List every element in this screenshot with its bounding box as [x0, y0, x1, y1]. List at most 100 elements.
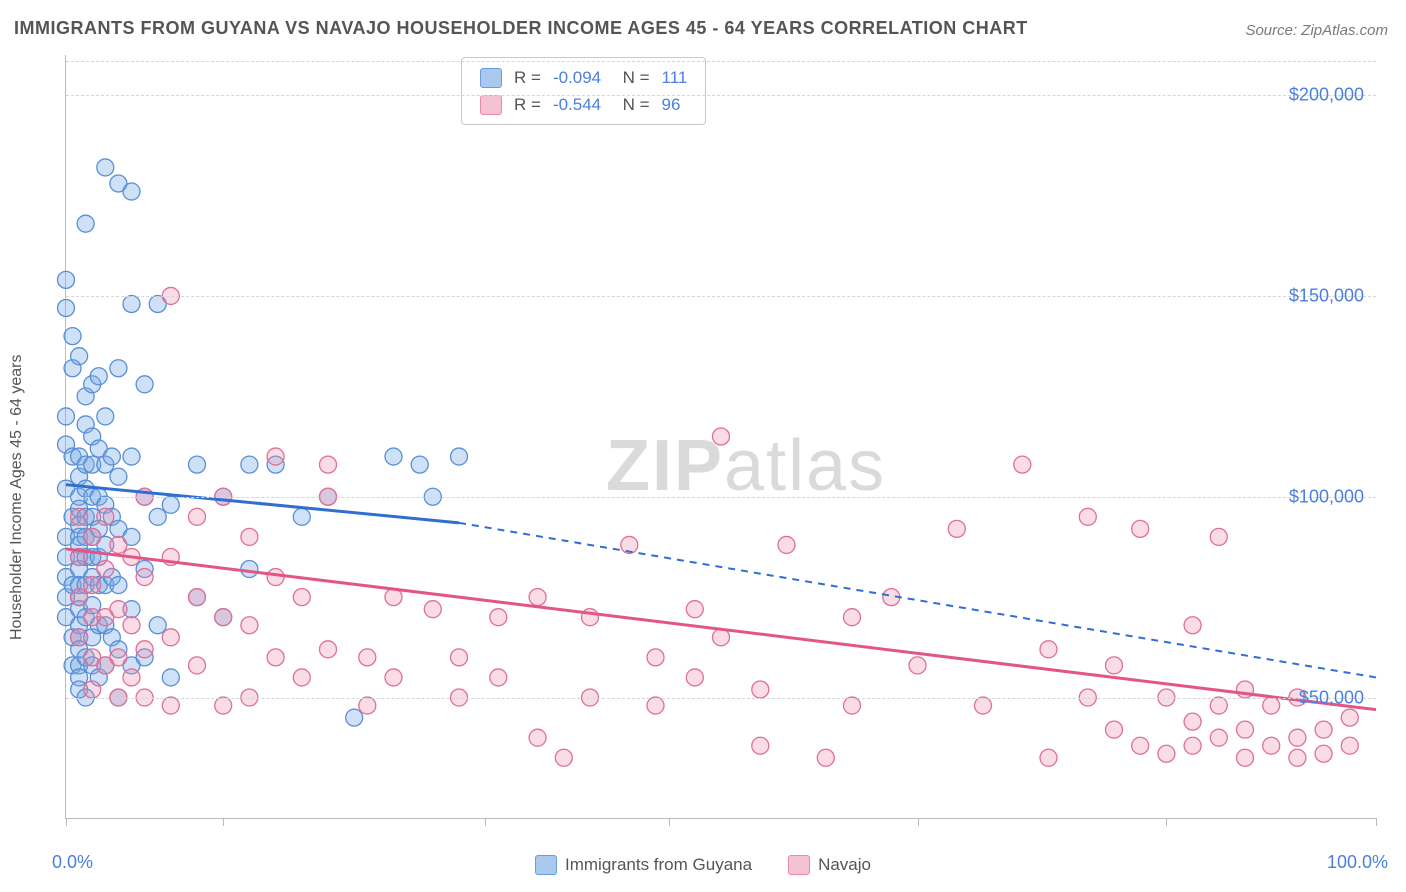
data-point-navajo	[1341, 737, 1358, 754]
data-point-navajo	[1237, 749, 1254, 766]
data-point-navajo	[1341, 709, 1358, 726]
data-point-navajo	[293, 589, 310, 606]
data-point-navajo	[71, 589, 88, 606]
data-point-navajo	[1289, 749, 1306, 766]
data-point-navajo	[267, 649, 284, 666]
x-tick	[66, 818, 67, 826]
data-point-navajo	[293, 669, 310, 686]
data-point-guyana	[123, 183, 140, 200]
legend-item: Immigrants from Guyana	[535, 855, 752, 875]
data-point-navajo	[241, 528, 258, 545]
data-point-guyana	[149, 617, 166, 634]
data-point-navajo	[123, 617, 140, 634]
x-tick	[1376, 818, 1377, 826]
data-point-navajo	[647, 649, 664, 666]
data-point-guyana	[58, 271, 75, 288]
data-point-guyana	[110, 468, 127, 485]
data-point-navajo	[359, 697, 376, 714]
x-axis-min-label: 0.0%	[52, 852, 93, 873]
data-point-navajo	[948, 520, 965, 537]
data-point-navajo	[647, 697, 664, 714]
legend-swatch	[535, 855, 557, 875]
data-point-navajo	[84, 681, 101, 698]
data-point-navajo	[686, 669, 703, 686]
data-point-navajo	[385, 669, 402, 686]
data-point-navajo	[909, 657, 926, 674]
data-point-guyana	[77, 215, 94, 232]
legend-swatch	[788, 855, 810, 875]
legend-label: Navajo	[818, 855, 871, 875]
data-point-navajo	[1014, 456, 1031, 473]
data-point-guyana	[451, 448, 468, 465]
data-point-navajo	[71, 629, 88, 646]
data-point-navajo	[1158, 745, 1175, 762]
y-tick-label: $100,000	[1289, 486, 1364, 507]
gridline-h	[66, 698, 1376, 699]
gridline-h	[66, 497, 1376, 498]
data-point-guyana	[346, 709, 363, 726]
data-point-guyana	[189, 456, 206, 473]
x-tick	[669, 818, 670, 826]
data-point-guyana	[411, 456, 428, 473]
data-point-navajo	[189, 508, 206, 525]
plot-area: ZIPatlas R = -0.094 N = 111R = -0.544 N …	[65, 55, 1376, 819]
data-point-navajo	[1184, 737, 1201, 754]
data-point-navajo	[71, 508, 88, 525]
data-point-navajo	[162, 697, 179, 714]
data-point-guyana	[136, 376, 153, 393]
data-point-navajo	[320, 641, 337, 658]
data-point-navajo	[1210, 697, 1227, 714]
data-point-navajo	[490, 669, 507, 686]
data-point-guyana	[241, 456, 258, 473]
data-point-navajo	[1079, 508, 1096, 525]
data-point-navajo	[136, 569, 153, 586]
data-point-navajo	[1106, 657, 1123, 674]
data-point-navajo	[189, 589, 206, 606]
data-point-navajo	[97, 561, 114, 578]
data-point-navajo	[123, 669, 140, 686]
bottom-legend: Immigrants from Guyana Navajo	[0, 855, 1406, 875]
data-point-navajo	[752, 737, 769, 754]
data-point-navajo	[713, 428, 730, 445]
data-point-navajo	[752, 681, 769, 698]
data-point-guyana	[58, 408, 75, 425]
data-point-navajo	[1237, 721, 1254, 738]
data-point-navajo	[241, 617, 258, 634]
trend-line-guyana	[66, 485, 459, 523]
data-point-navajo	[1315, 721, 1332, 738]
scatter-svg	[66, 55, 1376, 818]
data-point-navajo	[490, 609, 507, 626]
data-point-navajo	[215, 697, 232, 714]
data-point-navajo	[189, 657, 206, 674]
data-point-guyana	[97, 159, 114, 176]
x-tick	[918, 818, 919, 826]
data-point-navajo	[1132, 520, 1149, 537]
y-tick-label: $150,000	[1289, 285, 1364, 306]
data-point-navajo	[1132, 737, 1149, 754]
chart-title: IMMIGRANTS FROM GUYANA VS NAVAJO HOUSEHO…	[14, 18, 1028, 39]
data-point-guyana	[162, 496, 179, 513]
gridline-h	[66, 61, 1376, 62]
legend-label: Immigrants from Guyana	[565, 855, 752, 875]
data-point-navajo	[844, 609, 861, 626]
data-point-navajo	[555, 749, 572, 766]
data-point-guyana	[162, 669, 179, 686]
data-point-navajo	[1263, 737, 1280, 754]
data-point-navajo	[686, 601, 703, 618]
data-point-navajo	[1040, 749, 1057, 766]
source-label: Source: ZipAtlas.com	[1245, 22, 1388, 39]
x-tick	[1166, 818, 1167, 826]
data-point-navajo	[84, 528, 101, 545]
data-point-navajo	[1184, 713, 1201, 730]
y-tick-label: $200,000	[1289, 85, 1364, 106]
data-point-guyana	[90, 368, 107, 385]
data-point-navajo	[359, 649, 376, 666]
data-point-navajo	[1184, 617, 1201, 634]
data-point-navajo	[136, 641, 153, 658]
data-point-guyana	[58, 299, 75, 316]
data-point-navajo	[529, 729, 546, 746]
data-point-navajo	[320, 456, 337, 473]
data-point-guyana	[110, 577, 127, 594]
data-point-navajo	[1289, 729, 1306, 746]
data-point-navajo	[817, 749, 834, 766]
